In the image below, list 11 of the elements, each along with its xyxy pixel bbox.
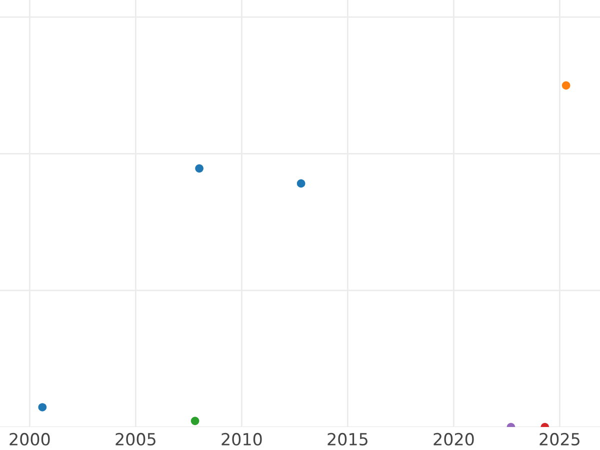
x-tick-label: 2025 [540, 432, 580, 446]
point [38, 403, 47, 412]
x-tick-label: 2015 [328, 432, 368, 446]
x-tick-label: 2000 [10, 432, 50, 446]
point [190, 416, 200, 426]
point [562, 81, 570, 90]
x-tick-label: 2005 [116, 432, 156, 446]
x-tick-label: 2010 [222, 432, 262, 446]
point [195, 164, 204, 173]
x-tick-label: 2020 [434, 432, 474, 446]
point [296, 179, 306, 188]
